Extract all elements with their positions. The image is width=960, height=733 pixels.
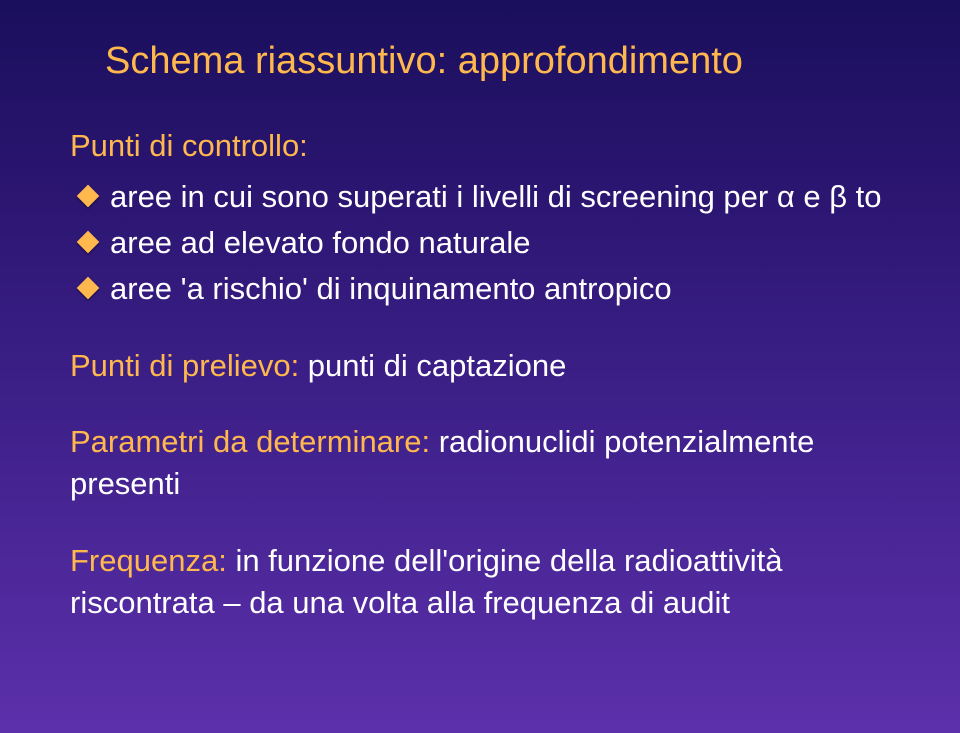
bullet-item: aree 'a rischio' di inquinamento antropi… (80, 268, 900, 310)
bullet-text: aree 'a rischio' di inquinamento antropi… (110, 268, 672, 310)
controllo-bullets: aree in cui sono superati i livelli di s… (70, 176, 900, 310)
slide-container: Schema riassuntivo: approfondimento Punt… (0, 0, 960, 733)
frequenza-line: Frequenza: in funzione dell'origine dell… (70, 540, 900, 624)
parametri-line: Parametri da determinare: radionuclidi p… (70, 421, 900, 505)
parametri-label: Parametri da determinare: (70, 424, 430, 459)
diamond-bullet-icon (77, 231, 100, 254)
prelievo-text: punti di captazione (299, 348, 566, 383)
frequenza-label: Frequenza: (70, 543, 227, 578)
diamond-bullet-icon (77, 185, 100, 208)
bullet-text: aree in cui sono superati i livelli di s… (110, 176, 882, 218)
prelievo-label: Punti di prelievo: (70, 348, 299, 383)
diamond-bullet-icon (77, 276, 100, 299)
slide-title: Schema riassuntivo: approfondimento (70, 40, 900, 83)
bullet-text: aree ad elevato fondo naturale (110, 222, 531, 264)
bullet-item: aree ad elevato fondo naturale (80, 222, 900, 264)
bullet-item: aree in cui sono superati i livelli di s… (80, 176, 900, 218)
prelievo-line: Punti di prelievo: punti di captazione (70, 345, 900, 387)
controllo-heading: Punti di controllo: (70, 128, 900, 164)
